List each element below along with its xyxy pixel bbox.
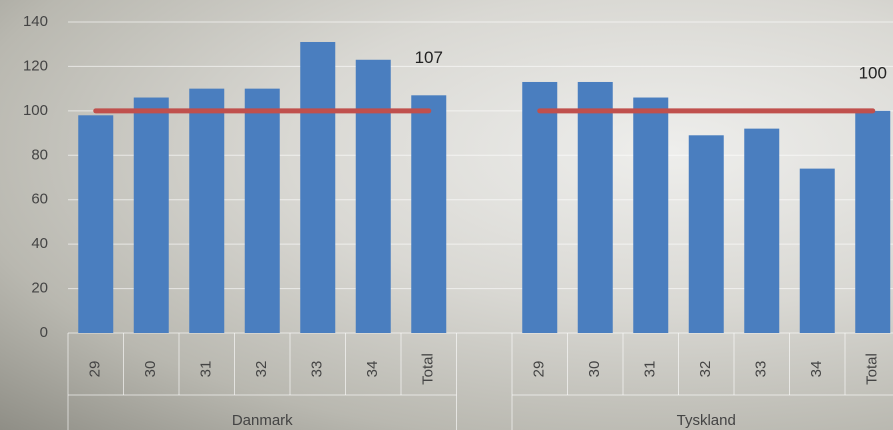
y-tick-label: 80 <box>31 146 48 163</box>
group-label: Tyskland <box>677 412 736 429</box>
data-label: 107 <box>415 48 443 67</box>
bar <box>744 129 779 333</box>
x-tick-label: 32 <box>253 361 270 378</box>
bar <box>800 169 835 333</box>
x-tick-label: 30 <box>142 361 159 378</box>
x-tick-label: 33 <box>753 361 770 378</box>
x-tick-label: 32 <box>697 361 714 378</box>
bar <box>134 98 169 333</box>
x-tick-label: Total <box>864 353 881 385</box>
x-tick-label: 33 <box>309 361 326 378</box>
y-tick-label: 60 <box>31 191 48 208</box>
x-tick-label: 34 <box>364 361 381 378</box>
bar <box>522 82 557 333</box>
y-tick-label: 0 <box>40 324 48 341</box>
x-tick-label: 31 <box>198 361 215 378</box>
bar <box>411 95 446 333</box>
chart: 0 20 40 60 80 100 120 140 29 30 31 32 33 34 Total 107 Da… <box>0 0 893 430</box>
bar <box>356 60 391 333</box>
x-tick-label: 29 <box>87 361 104 378</box>
bar <box>855 111 890 333</box>
y-tick-label: 20 <box>31 280 48 297</box>
data-label: 100 <box>859 63 887 82</box>
x-tick-label: 31 <box>642 361 659 378</box>
bar <box>633 98 668 333</box>
y-tick-label: 40 <box>31 235 48 252</box>
group-label: Danmark <box>232 412 293 429</box>
chart-area: 0 20 40 60 80 100 120 140 29 30 31 32 33 34 Total 107 Da… <box>0 0 893 430</box>
bar <box>689 135 724 333</box>
y-tick-label: 120 <box>23 57 48 74</box>
x-tick-label: 34 <box>808 361 825 378</box>
bar <box>78 115 113 333</box>
y-tick-label: 100 <box>23 102 48 119</box>
bar <box>245 89 280 333</box>
x-tick-label: Total <box>420 353 437 385</box>
bar <box>300 42 335 333</box>
x-tick-label: 30 <box>586 361 603 378</box>
bar <box>189 89 224 333</box>
y-tick-label: 140 <box>23 13 48 30</box>
bar <box>578 82 613 333</box>
x-tick-label: 29 <box>531 361 548 378</box>
